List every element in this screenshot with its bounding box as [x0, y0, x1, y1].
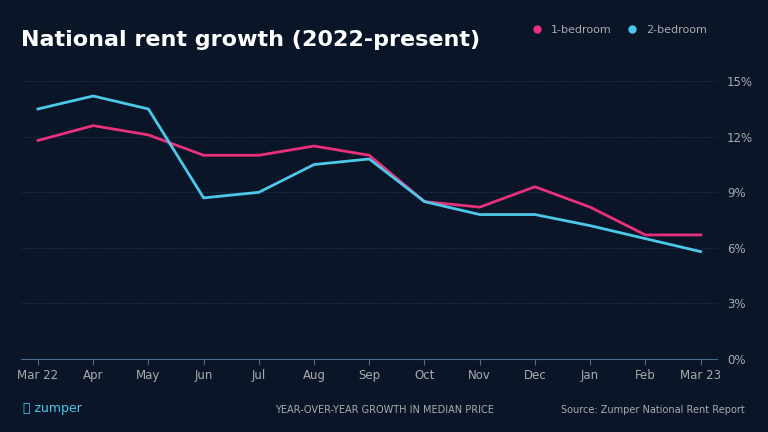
- Legend: 1-bedroom, 2-bedroom: 1-bedroom, 2-bedroom: [521, 21, 712, 40]
- Text: Source: Zumper National Rent Report: Source: Zumper National Rent Report: [561, 405, 745, 415]
- Text: YEAR-OVER-YEAR GROWTH IN MEDIAN PRICE: YEAR-OVER-YEAR GROWTH IN MEDIAN PRICE: [275, 405, 493, 415]
- Text: National rent growth (2022-present): National rent growth (2022-present): [22, 30, 481, 50]
- Text:  zumper:  zumper: [23, 402, 81, 415]
